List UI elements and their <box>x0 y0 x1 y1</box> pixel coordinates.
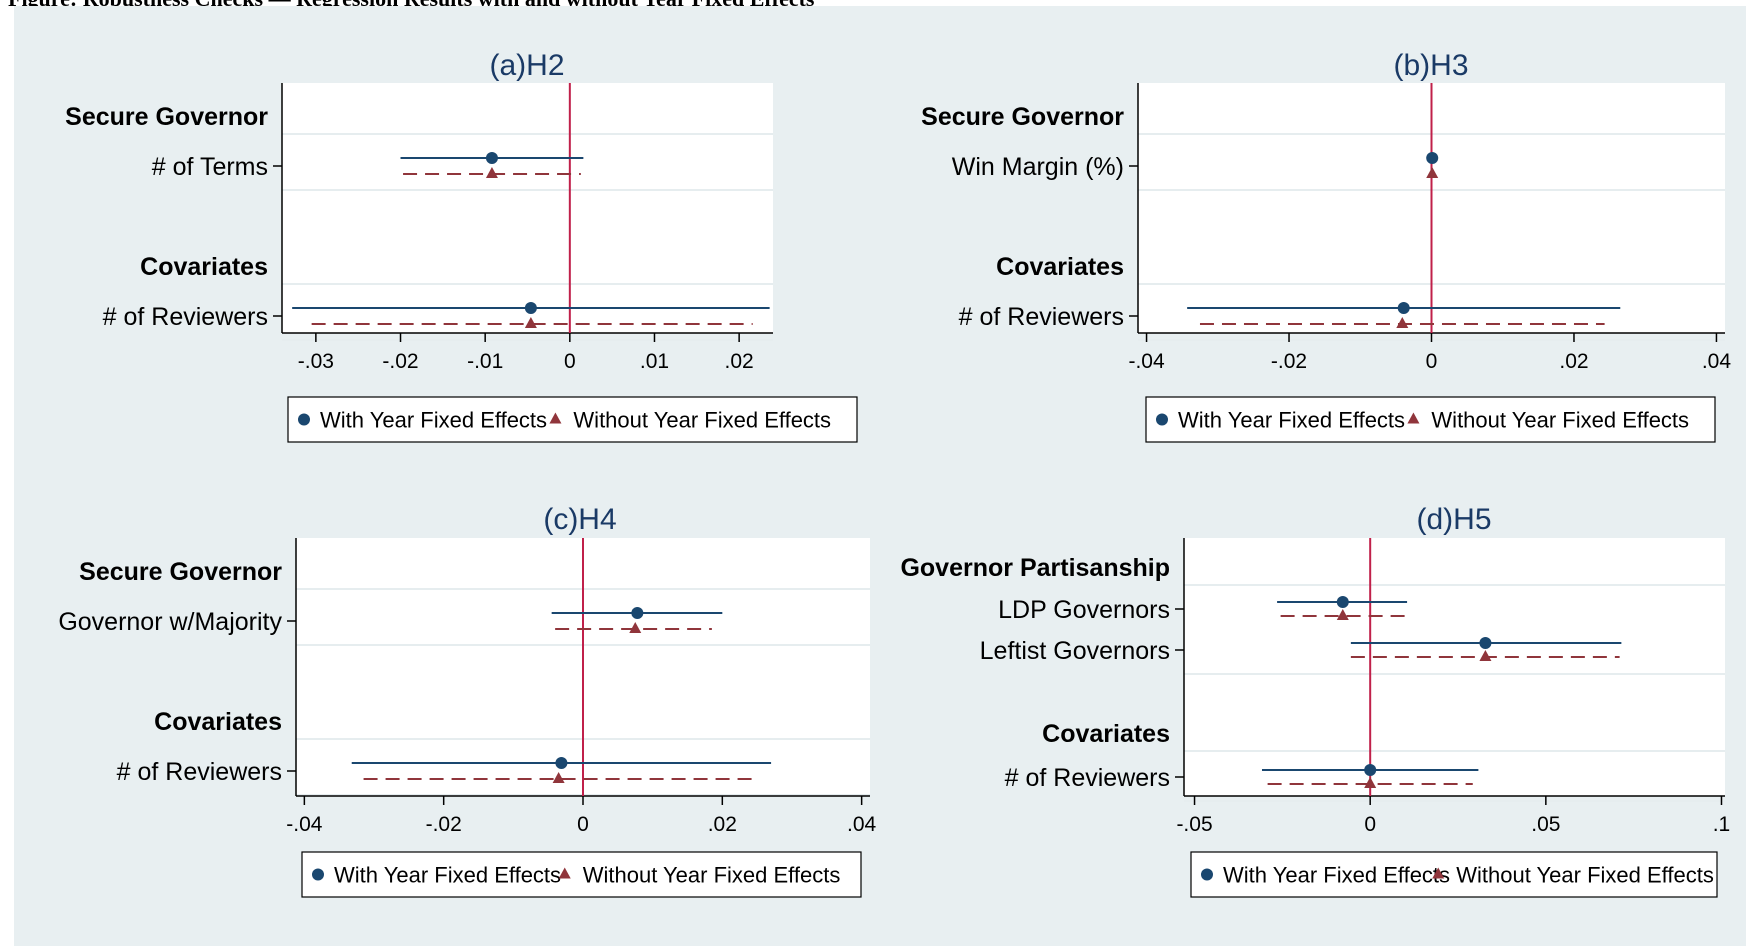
row-label: Win Margin (%) <box>952 153 1124 181</box>
legend-label-with-fe: With Year Fixed Effects <box>1223 863 1450 888</box>
point-with-fe <box>1426 152 1439 164</box>
point-with-fe <box>485 152 498 164</box>
legend-label-with-fe: With Year Fixed Effects <box>334 863 561 888</box>
panel-title: (d)H5 <box>1416 503 1491 536</box>
legend-box <box>1190 851 1718 898</box>
figure-caption: Figure: Robustness Checks — Regression R… <box>8 0 1748 8</box>
x-tick-label: -.03 <box>298 350 334 373</box>
x-tick-label: 0 <box>564 350 576 373</box>
coefficient-plots: (a)H2 -.03 -.02 -.01 0 .01 .02 Secure Governor #… <box>58 49 1732 898</box>
legend-label-without-fe: Without Year Fixed Effects <box>1431 408 1689 433</box>
x-tick-label: .1 <box>1713 813 1731 836</box>
point-without-fe <box>1336 609 1349 620</box>
legend-label-without-fe: Without Year Fixed Effects <box>573 408 831 433</box>
panel-title: (a)H2 <box>489 49 564 82</box>
point-without-fe <box>1364 777 1377 788</box>
x-tick-label: -.02 <box>382 350 418 373</box>
legend-marker-with-fe <box>312 868 324 881</box>
x-tick-label: 0 <box>577 813 589 836</box>
plot-area <box>1184 538 1725 796</box>
legend-label-with-fe: With Year Fixed Effects <box>1178 408 1405 433</box>
group-label: Covariates <box>154 708 282 736</box>
x-tick-label: -.05 <box>1176 813 1212 836</box>
x-tick-label: -.04 <box>286 813 323 836</box>
x-tick-label: -.02 <box>1271 350 1307 373</box>
point-without-fe <box>1396 317 1409 328</box>
figure-panel: (a)H2 -.03 -.02 -.01 0 .01 .02 Secure Governor #… <box>14 6 1746 946</box>
row-label: # of Reviewers <box>1005 764 1170 792</box>
x-tick-label: .02 <box>725 350 754 373</box>
x-tick-label: -.01 <box>467 350 503 373</box>
legend-marker-without-fe <box>549 412 562 424</box>
x-tick-label: .01 <box>640 350 669 373</box>
legend-marker-without-fe <box>558 867 571 879</box>
panel-1: (b)H3 -.04 -.02 0 .02 .04 Secure Governor Win M… <box>921 49 1732 443</box>
group-label: Secure Governor <box>65 103 268 131</box>
point-without-fe <box>552 772 565 783</box>
x-tick-label: -.04 <box>1128 350 1165 373</box>
row-label: Governor w/Majority <box>58 608 282 636</box>
group-label: Covariates <box>996 253 1124 281</box>
x-tick-label: .05 <box>1531 813 1560 836</box>
x-tick-label: 0 <box>1426 350 1438 373</box>
point-with-fe <box>555 757 568 769</box>
row-label: # of Reviewers <box>959 303 1124 331</box>
x-tick-label: -.02 <box>426 813 462 836</box>
x-tick-label: .04 <box>1702 350 1732 373</box>
point-without-fe <box>524 317 537 328</box>
row-label: LDP Governors <box>998 596 1170 624</box>
panel-title: (c)H4 <box>543 503 616 536</box>
legend-box <box>1145 396 1716 443</box>
group-label: Secure Governor <box>79 558 282 586</box>
x-tick-label: 0 <box>1364 813 1376 836</box>
point-without-fe <box>1426 167 1439 178</box>
legend-marker-without-fe <box>1407 412 1420 424</box>
row-label: # of Terms <box>152 153 268 181</box>
legend-marker-with-fe <box>298 413 310 426</box>
point-with-fe <box>631 607 644 619</box>
point-with-fe <box>1364 764 1377 776</box>
point-with-fe <box>1479 637 1492 649</box>
legend-marker-without-fe <box>1432 867 1445 879</box>
x-tick-label: .02 <box>708 813 737 836</box>
point-with-fe <box>1397 302 1410 314</box>
point-with-fe <box>1336 596 1349 608</box>
x-tick-label: .04 <box>847 813 877 836</box>
group-label: Secure Governor <box>921 103 1124 131</box>
point-without-fe <box>485 167 498 178</box>
legend-marker-with-fe <box>1156 413 1168 426</box>
x-tick-label: .02 <box>1559 350 1588 373</box>
group-label: Governor Partisanship <box>900 554 1170 582</box>
point-without-fe <box>629 622 642 633</box>
plot-area <box>282 83 773 333</box>
legend-label-with-fe: With Year Fixed Effects <box>320 408 547 433</box>
row-label: # of Reviewers <box>103 303 268 331</box>
point-with-fe <box>524 302 537 314</box>
legend-marker-with-fe <box>1201 868 1213 881</box>
row-label: # of Reviewers <box>117 758 282 786</box>
group-label: Covariates <box>140 253 268 281</box>
row-label: Leftist Governors <box>980 637 1170 665</box>
point-without-fe <box>1479 650 1492 661</box>
legend-label-without-fe: Without Year Fixed Effects <box>1456 863 1714 888</box>
group-label: Covariates <box>1042 720 1170 748</box>
panel-title: (b)H3 <box>1393 49 1468 82</box>
panel-3: (d)H5 -.05 0 .05 .1 Governor Partisanship LDP … <box>900 503 1731 898</box>
legend-box <box>287 396 858 443</box>
panel-2: (c)H4 -.04 -.02 0 .02 .04 Secure Governor Gover… <box>58 503 877 898</box>
legend-box <box>301 851 862 898</box>
legend-label-without-fe: Without Year Fixed Effects <box>583 863 841 888</box>
panel-0: (a)H2 -.03 -.02 -.01 0 .01 .02 Secure Governor #… <box>65 49 858 443</box>
